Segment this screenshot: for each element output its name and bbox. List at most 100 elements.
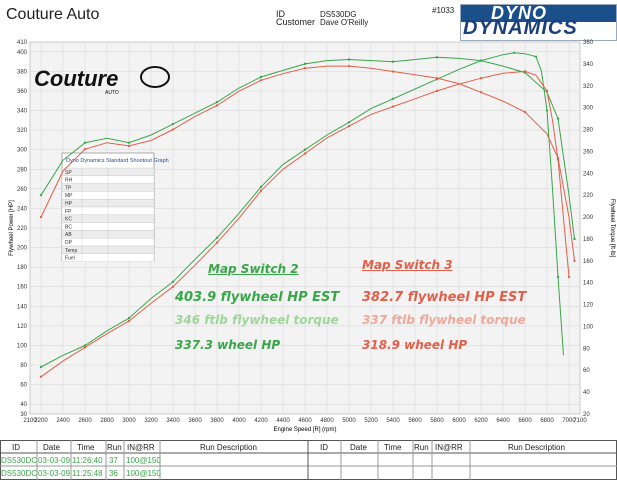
col-header-date: Date	[43, 443, 60, 452]
inset-title: Dyno Dynamics Standard Shootout Graph	[66, 158, 169, 164]
x-tick-label: 4200	[254, 418, 268, 424]
row-2-run: 36	[109, 469, 118, 478]
col-header-run: Run	[107, 443, 122, 452]
series-point	[215, 100, 219, 104]
x-tick-label: 6200	[474, 418, 488, 424]
series-point	[259, 79, 263, 82]
y-tick-label-right: 180	[583, 237, 594, 243]
series-point	[127, 144, 131, 148]
x-tick-label: 6400	[496, 418, 510, 424]
series-point	[347, 58, 351, 61]
y-tick-label-left: 400	[17, 50, 28, 56]
x-tick-label: 3600	[188, 418, 202, 424]
map2-whp: 337.3 wheel HP	[175, 338, 281, 352]
series-point	[215, 104, 219, 107]
y-tick-label-left: 40	[20, 402, 27, 408]
series-point	[171, 280, 175, 284]
col-header-inrr-2: IN@RR	[435, 443, 463, 452]
inset-row-label: FP	[65, 209, 72, 215]
x-tick-label: 3400	[166, 418, 180, 424]
series-point	[523, 110, 527, 114]
series-point	[215, 241, 219, 244]
col-header-description-2: Run Description	[508, 443, 565, 452]
inset-row-label: AB	[65, 232, 72, 238]
series-point	[556, 156, 560, 160]
y-tick-label-left: 100	[17, 343, 28, 349]
inset-row-label: HP	[65, 201, 73, 207]
y-tick-label-right: 200	[583, 215, 594, 221]
map2-torque: 346 ftlb flywheel torque	[175, 313, 339, 327]
series-point	[171, 128, 175, 131]
series-point	[512, 51, 516, 54]
y-tick-label-left: 410	[17, 40, 28, 46]
dyno-dynamics-logo: DYNO DYNAMICS	[460, 3, 617, 41]
series-point	[573, 237, 576, 241]
y-tick-label-left: 260	[17, 187, 28, 193]
series-point	[347, 124, 351, 128]
y-tick-label-right: 160	[583, 259, 594, 265]
series-point	[39, 193, 43, 197]
x-tick-label: 4400	[276, 418, 290, 424]
y-tick-label-right: 220	[583, 193, 594, 199]
x-tick-label: 6600	[518, 418, 532, 424]
y-tick-label-right: 280	[583, 128, 594, 134]
series-point	[479, 59, 483, 62]
x-tick-label: 5600	[408, 418, 422, 424]
series-line-2	[40, 56, 575, 239]
x-tick-label: 5000	[342, 418, 356, 424]
series-point	[347, 121, 351, 124]
series-point	[303, 148, 307, 151]
y-tick-label-left: 120	[17, 324, 28, 330]
y-tick-label-left: 30	[20, 412, 27, 418]
x-tick-label: 2100	[23, 418, 37, 424]
shootout-inset-table: Dyno Dynamics Standard Shootout Graph SP R…	[61, 152, 169, 262]
series-point	[545, 109, 549, 112]
series-point	[391, 97, 395, 100]
inset-row-label: RH	[65, 178, 73, 184]
series-point	[391, 60, 395, 63]
x-tick-label: 2800	[100, 418, 114, 424]
series-point	[435, 56, 439, 59]
map2-title: Map Switch 2	[208, 262, 299, 276]
series-point	[391, 105, 395, 108]
x-tick-label: 7100	[573, 418, 587, 424]
series-point	[347, 64, 351, 68]
y-tick-label-left: 280	[17, 167, 28, 173]
y-axis-label-right: Flywheel Torque [ft·lb]	[609, 199, 615, 258]
series-point	[556, 117, 560, 120]
col-header-id: ID	[12, 443, 20, 452]
x-tick-label: 3200	[144, 418, 158, 424]
series-point	[171, 122, 175, 126]
y-tick-label-left: 200	[17, 246, 28, 252]
map2-hp: 403.9 flywheel HP EST	[175, 290, 340, 305]
y-axis-label-left: Flywheel Power [HP]	[9, 200, 15, 256]
row-2-time: 11:25:48	[72, 469, 103, 478]
y-tick-label-left: 220	[17, 226, 28, 232]
row-1-id: DS530DC	[1, 456, 38, 465]
inset-row-label: KC	[65, 217, 72, 223]
x-axis-label: Engine Speed [R] (rpm)	[273, 427, 336, 433]
y-tick-label-left: 380	[17, 69, 28, 75]
row-2-inrr: 100@150	[126, 469, 161, 478]
y-tick-label-right: 260	[583, 149, 594, 155]
series-point	[556, 275, 560, 279]
x-tick-label: 3000	[122, 418, 136, 424]
series-line-1	[40, 52, 564, 368]
x-tick-label: 2600	[78, 418, 92, 424]
y-tick-label-right: 320	[583, 84, 594, 90]
y-tick-label-right: 80	[583, 346, 590, 352]
couture-watermark: Couture AUTO	[34, 66, 170, 96]
inset-row-label: Fuel	[65, 256, 75, 262]
series-point	[523, 70, 527, 73]
series-point	[127, 319, 131, 323]
x-tick-label: 4800	[320, 418, 334, 424]
series-point	[39, 375, 43, 378]
x-tick-label: 3800	[210, 418, 224, 424]
x-tick-label: 6800	[540, 418, 554, 424]
inset-row-label: MP	[65, 193, 73, 199]
inset-row-label: Temp	[65, 248, 77, 254]
series-point	[39, 215, 43, 219]
series-point	[303, 62, 307, 66]
col-header-description: Run Description	[200, 443, 257, 452]
inset-row-label: BC	[65, 224, 72, 230]
